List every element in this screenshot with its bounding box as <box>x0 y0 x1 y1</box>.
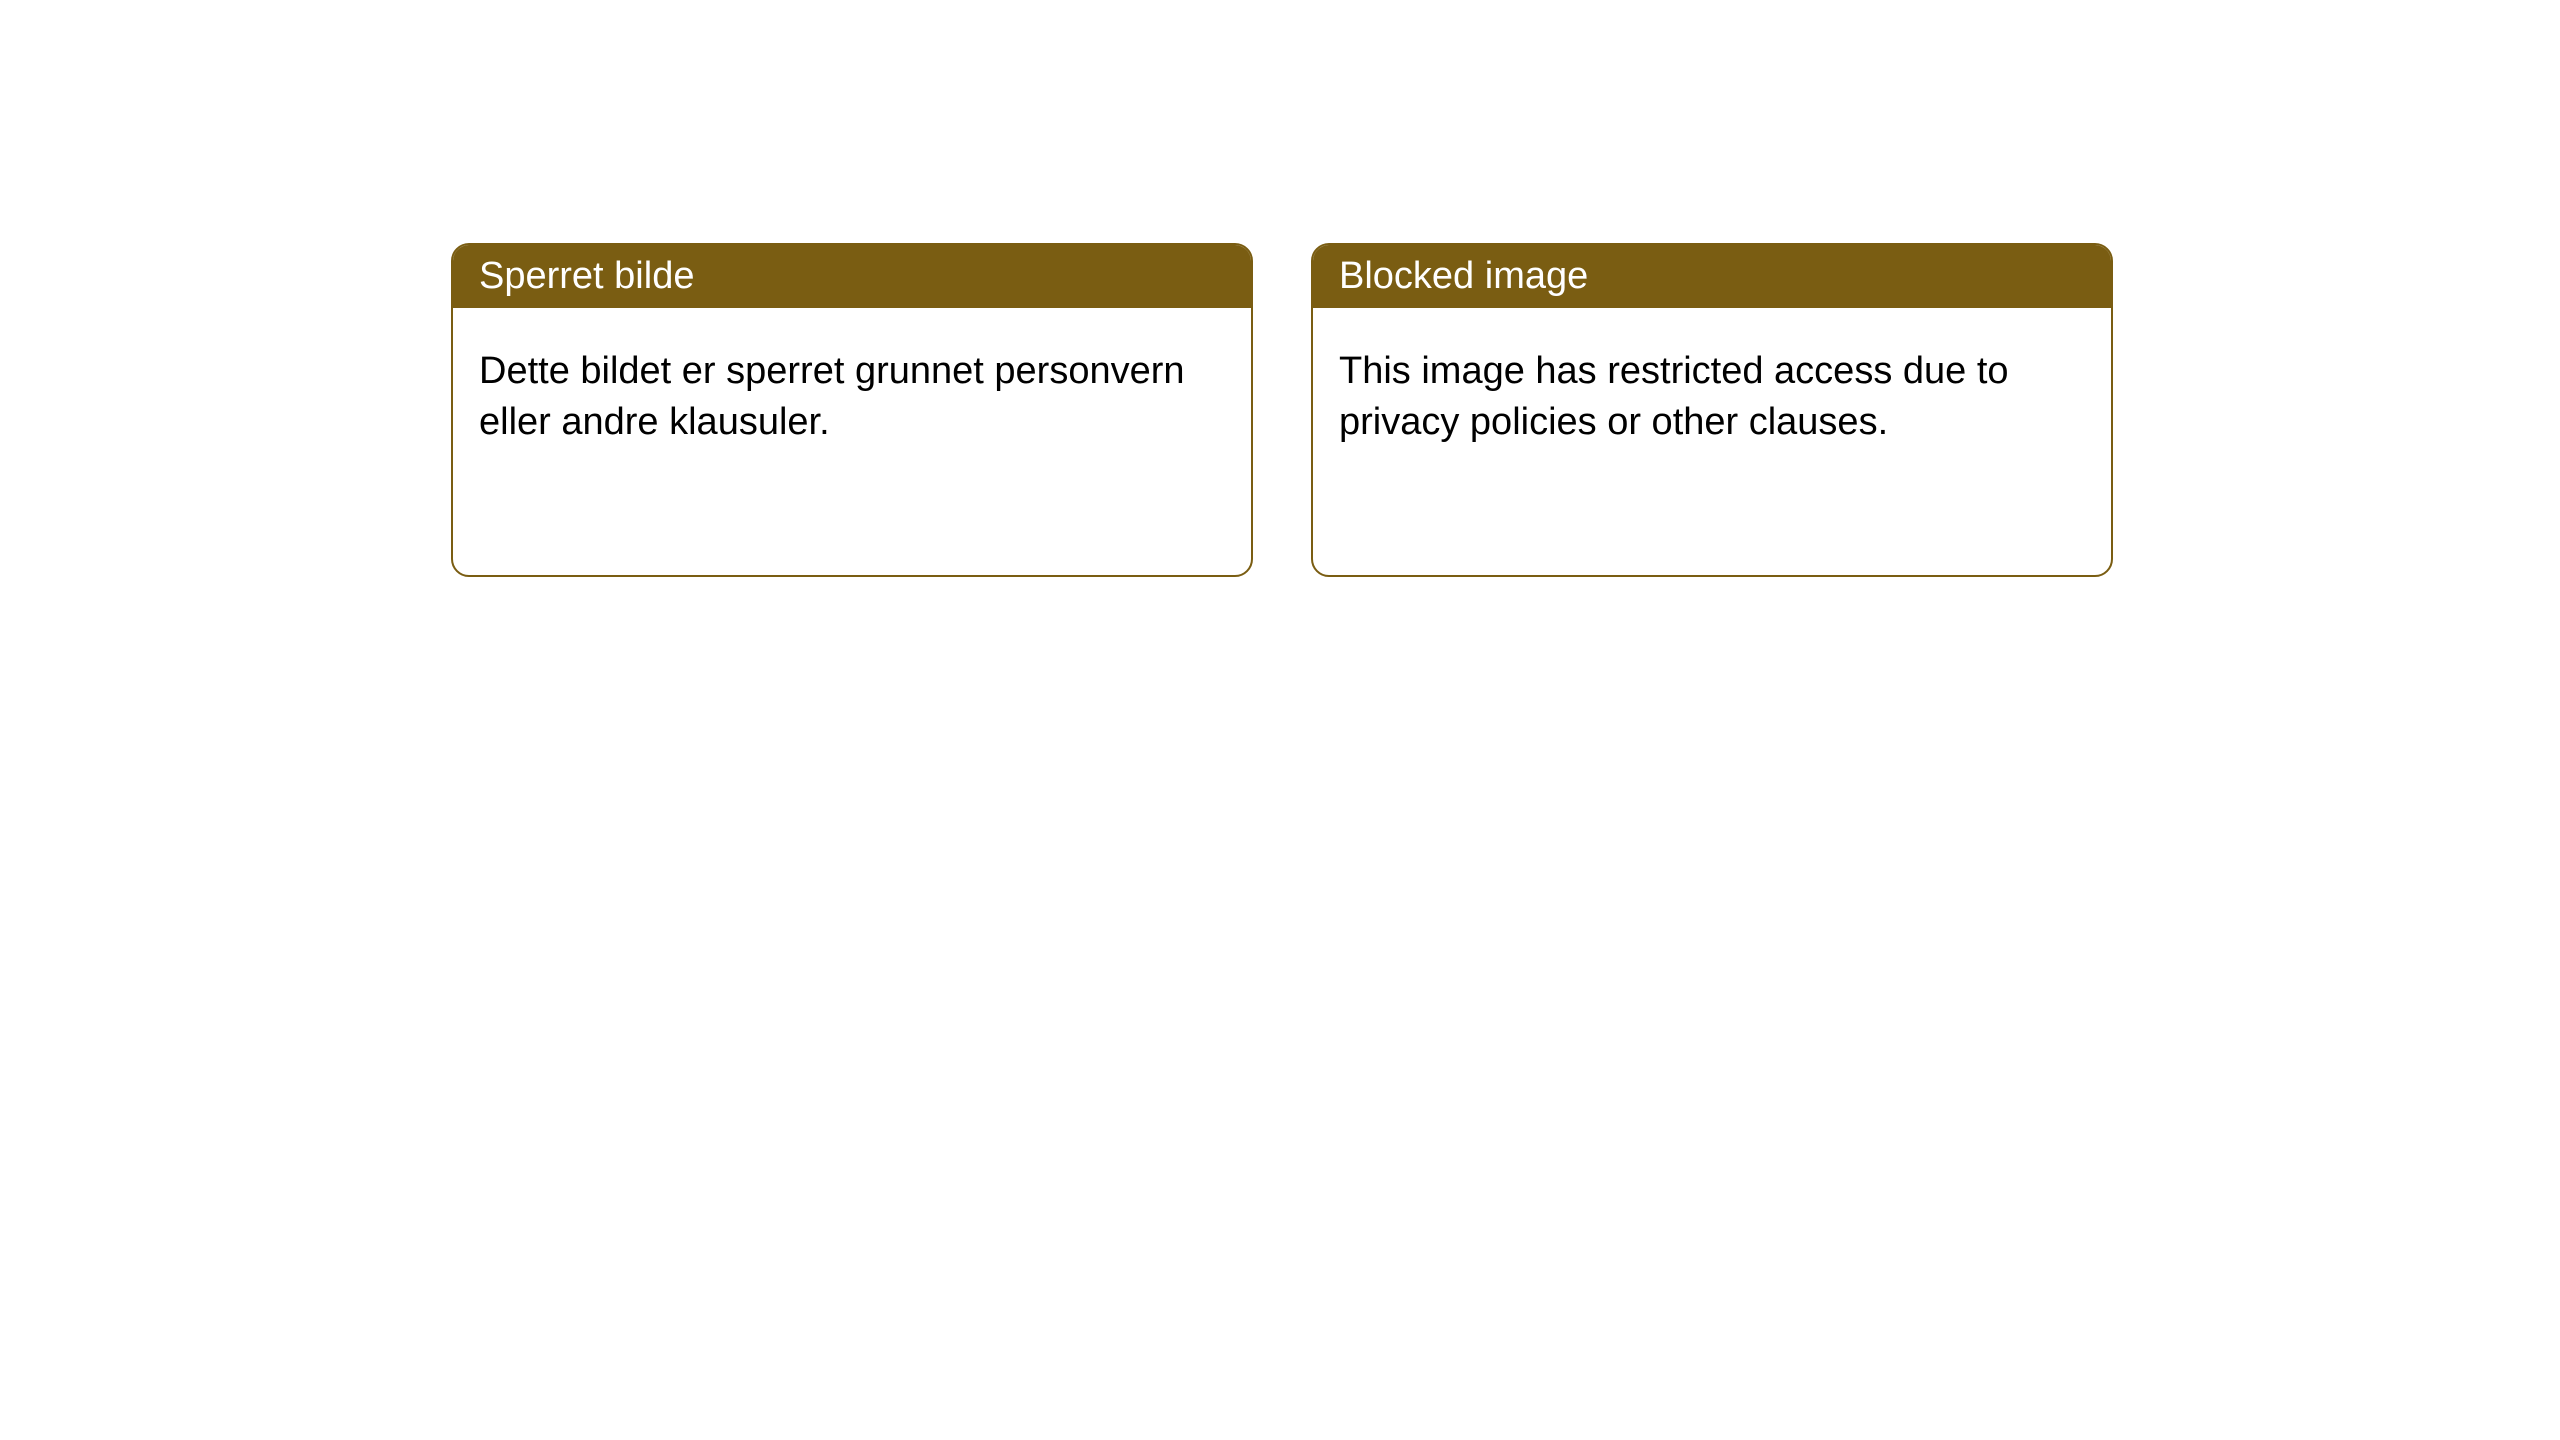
card-body-text: Dette bildet er sperret grunnet personve… <box>479 350 1185 443</box>
card-header: Sperret bilde <box>453 245 1251 308</box>
card-header: Blocked image <box>1313 245 2111 308</box>
card-title: Sperret bilde <box>479 255 694 297</box>
card-body: This image has restricted access due to … <box>1313 308 2111 475</box>
card-body: Dette bildet er sperret grunnet personve… <box>453 308 1251 475</box>
notice-cards-container: Sperret bilde Dette bildet er sperret gr… <box>0 0 2560 577</box>
card-body-text: This image has restricted access due to … <box>1339 350 2009 443</box>
notice-card-norwegian: Sperret bilde Dette bildet er sperret gr… <box>451 243 1253 577</box>
notice-card-english: Blocked image This image has restricted … <box>1311 243 2113 577</box>
card-title: Blocked image <box>1339 255 1588 297</box>
